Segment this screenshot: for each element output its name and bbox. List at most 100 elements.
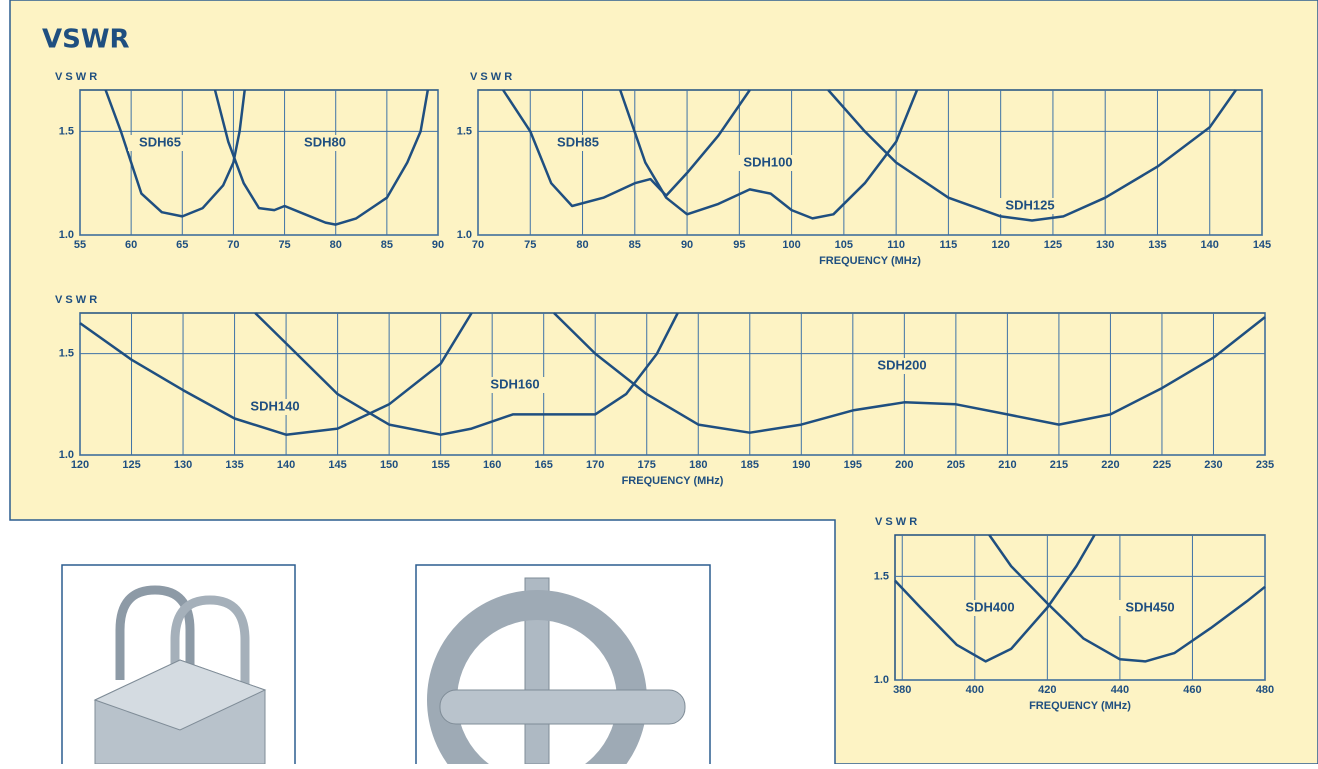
x-tick-label: 85: [381, 239, 393, 251]
x-tick-label: 135: [1148, 239, 1166, 251]
x-tick-label: 480: [1256, 684, 1274, 696]
y-tick-label: 1.5: [59, 347, 74, 359]
series-label-bg: [1118, 600, 1182, 616]
x-tick-label: 215: [1050, 459, 1068, 471]
x-tick-label: 140: [277, 459, 295, 471]
x-tick-label: 90: [681, 239, 693, 251]
x-tick-label: 120: [991, 239, 1009, 251]
x-tick-label: 160: [483, 459, 501, 471]
series-label: SDH80: [304, 134, 346, 149]
x-tick-label: 175: [638, 459, 656, 471]
x-tick-label: 130: [1096, 239, 1114, 251]
x-tick-label: 145: [1253, 239, 1271, 251]
x-tick-label: 80: [576, 239, 588, 251]
series-label: SDH85: [557, 134, 599, 149]
series-label: SDH100: [743, 154, 792, 169]
x-axis-label: FREQUENCY (MHz): [819, 255, 921, 267]
vswr-curve: [827, 89, 1237, 222]
x-tick-label: 180: [689, 459, 707, 471]
x-tick-label: 200: [895, 459, 913, 471]
y-axis-label: V S W R: [875, 516, 917, 528]
vswr-curve: [213, 89, 430, 226]
x-tick-label: 125: [122, 459, 140, 471]
x-tick-label: 75: [524, 239, 536, 251]
x-tick-label: 205: [947, 459, 965, 471]
series-label-bg: [128, 135, 192, 151]
vswr-curve: [254, 312, 679, 436]
x-tick-label: 460: [1183, 684, 1201, 696]
y-tick-label: 1.5: [59, 125, 74, 137]
series-label: SDH160: [490, 376, 539, 391]
x-tick-label: 140: [1201, 239, 1219, 251]
x-tick-label: 105: [835, 239, 853, 251]
x-tick-label: 225: [1153, 459, 1171, 471]
x-tick-label: 400: [966, 684, 984, 696]
x-tick-label: 90: [432, 239, 444, 251]
photo-clamp: [61, 564, 296, 769]
series-label-bg: [483, 377, 547, 393]
x-tick-label: 125: [1044, 239, 1062, 251]
series-label: SDH140: [250, 398, 299, 413]
series-label: SDH200: [877, 357, 926, 372]
y-tick-label: 1.0: [457, 229, 472, 241]
x-tick-label: 145: [328, 459, 346, 471]
y-tick-label: 1.0: [59, 449, 74, 461]
page-title: VSWR: [42, 25, 130, 55]
x-axis-label: FREQUENCY (MHz): [622, 475, 724, 487]
vswr-curve: [894, 534, 1096, 663]
x-tick-label: 85: [629, 239, 641, 251]
x-tick-label: 440: [1111, 684, 1129, 696]
y-tick-label: 1.0: [874, 674, 889, 686]
x-tick-label: 110: [887, 239, 905, 251]
x-tick-label: 220: [1101, 459, 1119, 471]
x-tick-label: 115: [940, 239, 958, 251]
x-tick-label: 120: [71, 459, 89, 471]
x-tick-label: 75: [278, 239, 290, 251]
x-tick-label: 135: [225, 459, 243, 471]
vswr-curve: [988, 534, 1266, 663]
x-tick-label: 70: [227, 239, 239, 251]
x-tick-label: 230: [1204, 459, 1222, 471]
series-label: SDH65: [139, 134, 181, 149]
y-axis-label: V S W R: [470, 71, 512, 83]
x-tick-label: 380: [893, 684, 911, 696]
photo-mount: [415, 564, 711, 769]
x-tick-label: 60: [125, 239, 137, 251]
x-tick-label: 420: [1038, 684, 1056, 696]
vswr-curve: [104, 89, 246, 218]
series-label-bg: [243, 399, 307, 415]
series-label-bg: [870, 358, 934, 374]
x-tick-label: 130: [174, 459, 192, 471]
x-tick-label: 65: [176, 239, 188, 251]
series-label-bg: [736, 155, 800, 171]
series-label-bg: [546, 135, 610, 151]
y-tick-label: 1.5: [874, 570, 889, 582]
x-tick-label: 70: [472, 239, 484, 251]
vswr-curve: [79, 312, 473, 436]
series-label-bg: [958, 600, 1022, 616]
x-axis-label: FREQUENCY (MHz): [1029, 700, 1131, 712]
vswr-curve: [502, 89, 751, 208]
x-tick-label: 100: [782, 239, 800, 251]
x-tick-label: 155: [431, 459, 449, 471]
x-tick-label: 185: [741, 459, 759, 471]
y-tick-label: 1.5: [457, 125, 472, 137]
x-tick-label: 195: [844, 459, 862, 471]
x-tick-label: 80: [330, 239, 342, 251]
y-axis-label: V S W R: [55, 294, 97, 306]
series-label-bg: [998, 198, 1062, 214]
y-tick-label: 1.0: [59, 229, 74, 241]
x-tick-label: 95: [733, 239, 745, 251]
y-axis-label: V S W R: [55, 71, 97, 83]
series-label-bg: [293, 135, 357, 151]
vswr-curve: [553, 312, 1266, 434]
vswr-curve: [619, 89, 919, 220]
x-tick-label: 165: [535, 459, 553, 471]
x-tick-label: 150: [380, 459, 398, 471]
x-tick-label: 210: [998, 459, 1016, 471]
x-tick-label: 190: [792, 459, 810, 471]
series-label: SDH450: [1125, 599, 1174, 614]
x-tick-label: 55: [74, 239, 86, 251]
x-tick-label: 235: [1256, 459, 1274, 471]
